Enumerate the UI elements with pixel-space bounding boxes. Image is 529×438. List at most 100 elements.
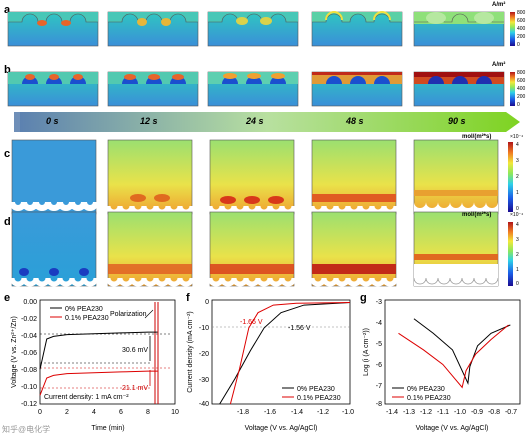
plot-f-ytick: -10 (199, 325, 209, 332)
plot-f-xlabel: Voltage (V vs. Ag/AgCl) (245, 425, 318, 432)
plot-g-xtick: -1.1 (437, 409, 449, 416)
panel-label-e: e (4, 292, 11, 304)
plot-f-series-0 (219, 302, 351, 405)
plot-f-annot-black: -1.56 V (288, 325, 311, 332)
plot-e-annot-cd: Current density: 1 mA cm⁻² (44, 394, 129, 401)
plot-f-xtick: -1.8 (237, 409, 249, 416)
colorbar-tick: 1 (516, 190, 519, 196)
colorbar-tick: 0 (517, 42, 520, 48)
plot-g-series-1 (398, 324, 509, 389)
colorbar-tick: 600 (517, 78, 526, 84)
simulation-figure (7, 11, 520, 287)
colorbar-b (510, 72, 515, 106)
panel-label-c: c (4, 148, 11, 160)
plot-e-ytick: 0.00 (23, 299, 37, 306)
plot-e-xtick: 2 (65, 409, 69, 416)
colorbar-tick: 4 (516, 142, 519, 148)
plot-g-ytick: -6 (376, 362, 382, 369)
plot-f-legend-0: 0% PEA230 (297, 386, 335, 393)
plot-e-legend-0: 0% PEA230 (65, 306, 103, 313)
plot-g-xlabel: Voltage (V vs. Ag/AgCl) (416, 425, 489, 432)
plot-f-xtick: -1.6 (264, 409, 276, 416)
timeline-label-48: 48 s (346, 116, 364, 126)
plot-f-ylabel: Current density (mA cm⁻²) (187, 311, 194, 393)
plot-f-xtick: -1.4 (291, 409, 303, 416)
colorbar-tick: 600 (517, 18, 526, 24)
plot-e-xtick: 0 (38, 409, 42, 416)
colorbar-tick: 800 (517, 70, 526, 76)
plot-g-xtick: -1.3 (403, 409, 415, 416)
plot-g-legend-0: 0% PEA230 (407, 386, 445, 393)
plot-f-series (219, 302, 351, 405)
plot-g-ytick: -7 (376, 383, 382, 390)
plot-g-ytick: -5 (376, 341, 382, 348)
panel-label-d: d (4, 216, 11, 228)
colorbar-tick: 200 (517, 94, 526, 100)
colorbar-tick: 400 (517, 86, 526, 92)
row-c-frames (9, 139, 499, 215)
timeline-label-24: 24 s (246, 116, 264, 126)
colorbar-a (510, 12, 515, 46)
plot-e-xtick: 8 (146, 409, 150, 416)
plot-e-ytick: -0.04 (21, 333, 37, 340)
colorbar-a-unit: A/m² (492, 2, 506, 8)
plot-f-xtick: -1.2 (317, 409, 329, 416)
plot-g-xtick: -0.8 (488, 409, 500, 416)
plot-g-xtick: -1.4 (386, 409, 398, 416)
plot-f-ytick: -30 (199, 377, 209, 384)
timeline-label-12: 12 s (140, 116, 158, 126)
plot-g-series (398, 318, 511, 389)
plot-e-xtick: 6 (119, 409, 123, 416)
colorbar-tick: 0 (516, 281, 519, 287)
plot-g-xtick: -0.9 (471, 409, 483, 416)
plot-g-series-0 (413, 318, 511, 386)
plot-g-legend-1: 0.1% PEA230 (407, 395, 451, 402)
plot-e-series-0 (39, 331, 158, 370)
row-d-frames (9, 211, 499, 287)
row-b-frames (7, 71, 505, 107)
colorbar-c (508, 142, 513, 212)
plot-f-ytick: -40 (199, 401, 209, 408)
plot-e-xtick: 4 (92, 409, 96, 416)
timeline-label-90: 90 s (448, 116, 466, 126)
colorbar-tick: 0 (517, 102, 520, 108)
panel-label-b: b (4, 64, 11, 76)
colorbar-tick: 3 (516, 237, 519, 243)
plot-e-xtick: 10 (171, 409, 179, 416)
plot-e-series (39, 331, 158, 396)
colorbar-tick: 1 (516, 267, 519, 273)
colorbar-tick: 400 (517, 26, 526, 32)
colorbar-tick: 0 (516, 206, 519, 212)
plot-g-xtick: -0.7 (505, 409, 517, 416)
plot-f: Current density (mA cm⁻²) Voltage (V vs.… (187, 299, 354, 432)
colorbar-c-exp: ×10⁻⁴ (510, 134, 524, 140)
colorbar-d (508, 222, 513, 286)
panel-label-g: g (360, 292, 367, 304)
plot-f-series-1 (229, 302, 351, 405)
colorbar-tick: 3 (516, 158, 519, 164)
colorbar-tick: 2 (516, 174, 519, 180)
timeline-arrow (14, 112, 520, 132)
plot-e-ytick: -0.06 (21, 350, 37, 357)
plot-f-annot-red: -1.66 V (240, 319, 263, 326)
plot-g-ytick: -8 (376, 401, 382, 408)
plot-e-pol-line (144, 309, 154, 319)
plot-f-ytick: -20 (199, 351, 209, 358)
plot-e-ytick: -0.08 (21, 367, 37, 374)
plot-e-ytick: -0.12 (21, 401, 37, 408)
plot-e-ytick: -0.02 (21, 316, 37, 323)
plot-e-annot-pol: Polarization (110, 311, 147, 318)
plot-g-ytick: -3 (376, 299, 382, 306)
plot-e-annot-1: 30.6 mV (122, 347, 148, 354)
colorbar-b-unit: A/m² (492, 62, 506, 68)
plot-e-legend-1: 0.1% PEA230 (65, 315, 109, 322)
plot-f-legend-1: 0.1% PEA230 (297, 395, 341, 402)
plot-g-xtick: -1.2 (420, 409, 432, 416)
plot-e-frame (39, 299, 176, 405)
panel-label-a: a (4, 4, 11, 16)
plot-f-ytick: 0 (205, 299, 209, 306)
colorbar-d-exp: ×10⁻⁴ (510, 212, 524, 218)
plot-f-xtick: -1.0 (342, 409, 354, 416)
plot-g: Log (i (A cm⁻²)) Voltage (V vs. Ag/AgCl)… (363, 299, 521, 432)
colorbar-tick: 2 (516, 252, 519, 258)
